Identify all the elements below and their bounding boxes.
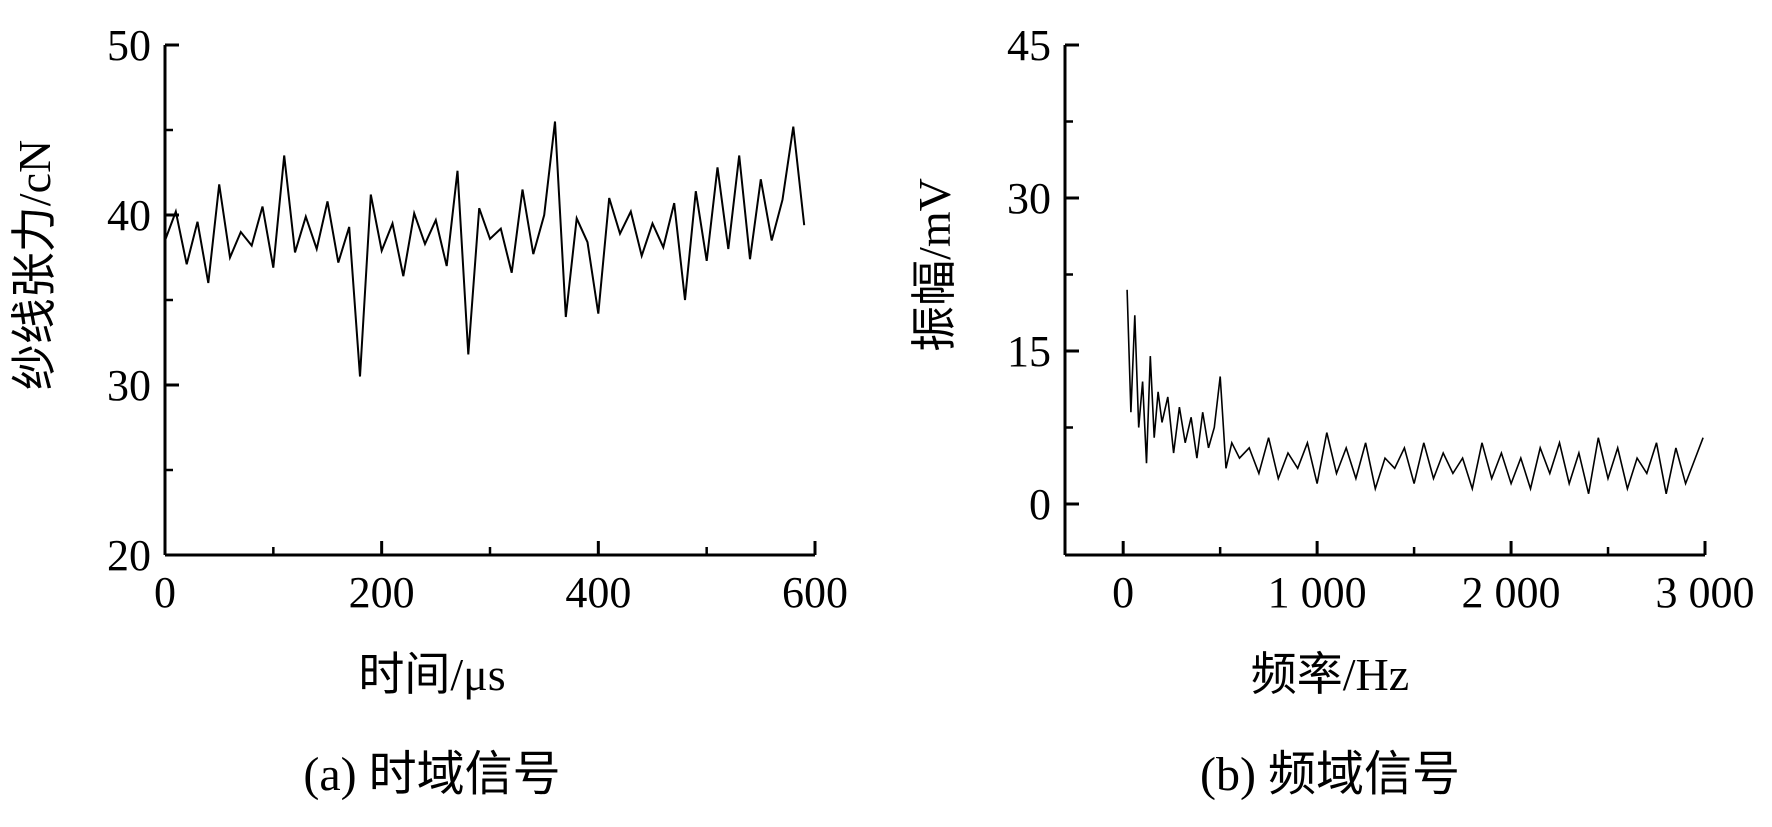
x-tick-label: 400 xyxy=(565,568,631,617)
x-tick-label: 200 xyxy=(349,568,415,617)
x-tick-label: 1 000 xyxy=(1268,568,1367,617)
series-line xyxy=(1126,289,1704,494)
x-tick-label: 0 xyxy=(1112,568,1134,617)
y-tick-label: 40 xyxy=(107,191,151,240)
panel-caption: (b) 频域信号 xyxy=(1200,748,1460,801)
y-axis-title: 纱线张力/cN xyxy=(9,140,60,390)
time-domain-panel: 纱线张力/cN 时间/μs (a) 时域信号 20 30 40 50 0 200 400 60… xyxy=(9,21,848,801)
x-tick-label: 2 000 xyxy=(1462,568,1561,617)
x-axis-title: 时间/μs xyxy=(358,649,505,700)
y-tick-label: 30 xyxy=(107,361,151,410)
y-tick-label: 45 xyxy=(1007,21,1051,70)
x-tick-label: 3 000 xyxy=(1656,568,1755,617)
y-axis-title: 振幅/mV xyxy=(909,178,960,352)
x-axis-title: 频率/Hz xyxy=(1251,649,1409,700)
y-tick-label: 15 xyxy=(1007,327,1051,376)
x-tick-label: 600 xyxy=(782,568,848,617)
y-tick-label: 30 xyxy=(1007,174,1051,223)
y-tick-label: 0 xyxy=(1029,480,1051,529)
frequency-domain-panel: 振幅/mV 频率/Hz (b) 频域信号 0 15 30 45 0 1 000 2 000 3… xyxy=(909,21,1755,801)
tick-group: 20 30 40 50 0 200 400 600 xyxy=(107,21,848,617)
panel-caption: (a) 时域信号 xyxy=(303,748,560,801)
y-tick-label: 20 xyxy=(107,531,151,580)
x-tick-label: 0 xyxy=(154,568,176,617)
y-tick-label: 50 xyxy=(107,21,151,70)
series-line xyxy=(164,121,806,377)
tick-group: 0 15 30 45 0 1 000 2 000 3 000 xyxy=(1007,21,1755,617)
